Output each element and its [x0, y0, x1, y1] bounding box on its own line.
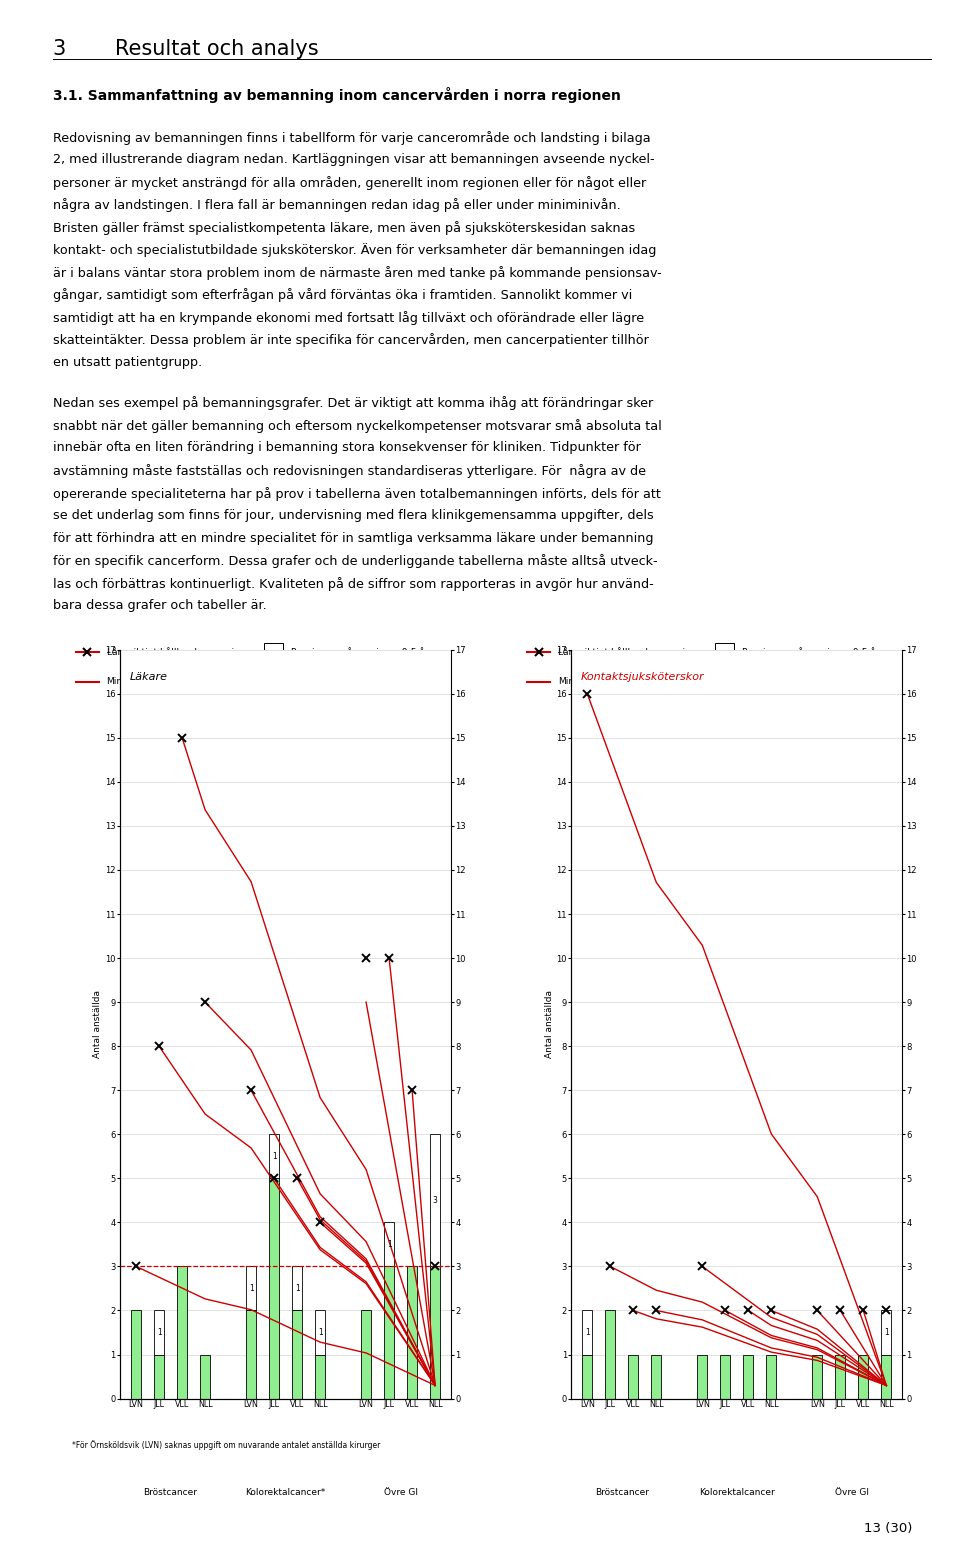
- Text: 3: 3: [433, 1197, 438, 1204]
- Text: kontakt- och specialistutbildade sjuksköterskor. Även för verksamheter där beman: kontakt- och specialistutbildade sjukskö…: [53, 242, 657, 256]
- Text: Anställda efter pensionsavgångar: Anställda efter pensionsavgångar: [291, 676, 444, 687]
- Bar: [881, 1355, 892, 1399]
- Bar: [766, 1355, 777, 1399]
- FancyBboxPatch shape: [715, 643, 734, 660]
- Text: Kolorektalcancer: Kolorektalcancer: [699, 1489, 775, 1498]
- Bar: [582, 1310, 592, 1355]
- Text: Långsiktigt hållbar bemanning: Långsiktigt hållbar bemanning: [558, 646, 696, 657]
- Bar: [430, 1267, 441, 1399]
- Text: las och förbättras kontinuerligt. Kvaliteten på de siffror som rapporteras in av: las och förbättras kontinuerligt. Kvalit…: [53, 577, 654, 591]
- Text: snabbt när det gäller bemanning och eftersom nyckelkompetenser motsvarar små abs: snabbt när det gäller bemanning och efte…: [53, 420, 661, 434]
- Text: innebär ofta en liten förändring i bemanning stora konsekvenser för kliniken. Ti: innebär ofta en liten förändring i beman…: [53, 441, 640, 454]
- Text: samtidigt att ha en krympande ekonomi med fortsatt låg tillväxt och oförändrade : samtidigt att ha en krympande ekonomi me…: [53, 311, 644, 325]
- Y-axis label: Antal anställda: Antal anställda: [93, 990, 103, 1058]
- Bar: [430, 1134, 441, 1267]
- FancyBboxPatch shape: [715, 673, 734, 690]
- Text: skatteintäkter. Dessa problem är inte specifika för cancervården, men cancerpati: skatteintäkter. Dessa problem är inte sp…: [53, 333, 649, 347]
- Bar: [881, 1310, 892, 1355]
- Bar: [835, 1355, 846, 1399]
- Bar: [246, 1267, 256, 1310]
- Bar: [154, 1310, 164, 1355]
- Text: bara dessa grafer och tabeller är.: bara dessa grafer och tabeller är.: [53, 600, 267, 612]
- Text: Bristen gäller främst specialistkompetenta läkare, men även på sjuksköterskesida: Bristen gäller främst specialistkompeten…: [53, 221, 636, 235]
- Text: Minimiantal: Minimiantal: [558, 678, 611, 685]
- Text: Resultat och analys: Resultat och analys: [115, 39, 319, 59]
- Text: Långsiktigt hållbar bemanning: Långsiktigt hållbar bemanning: [107, 646, 245, 657]
- Text: Minimiantal: Minimiantal: [107, 678, 159, 685]
- Text: *För Örnsköldsvik (LVN) saknas uppgift om nuvarande antalet anställda kirurger: *För Örnsköldsvik (LVN) saknas uppgift o…: [72, 1441, 380, 1450]
- Bar: [628, 1355, 638, 1399]
- Bar: [246, 1310, 256, 1399]
- Text: Kontaktsjuksköterskor: Kontaktsjuksköterskor: [581, 673, 705, 682]
- Bar: [582, 1355, 592, 1399]
- Bar: [651, 1355, 661, 1399]
- Text: 1: 1: [318, 1329, 323, 1336]
- Text: se det underlag som finns för jour, undervisning med flera klinikgemensamma uppg: se det underlag som finns för jour, unde…: [53, 510, 654, 522]
- Bar: [177, 1267, 187, 1399]
- Text: 1: 1: [387, 1240, 392, 1249]
- Y-axis label: Antal anställda: Antal anställda: [544, 990, 554, 1058]
- Text: Pensionsavgångar inom 0-5 år: Pensionsavgångar inom 0-5 år: [291, 646, 428, 657]
- Text: 1: 1: [272, 1152, 276, 1161]
- Text: 1: 1: [295, 1284, 300, 1293]
- Text: 3.1. Sammanfattning av bemanning inom cancervården i norra regionen: 3.1. Sammanfattning av bemanning inom ca…: [53, 87, 621, 103]
- Text: 1: 1: [585, 1329, 589, 1336]
- Bar: [605, 1310, 615, 1399]
- Text: Övre GI: Övre GI: [835, 1489, 869, 1498]
- Text: Bröstcancer: Bröstcancer: [595, 1489, 649, 1498]
- Text: Nedan ses exempel på bemanningsgrafer. Det är viktigt att komma ihåg att förändr: Nedan ses exempel på bemanningsgrafer. D…: [53, 396, 653, 410]
- Text: 2, med illustrerande diagram nedan. Kartläggningen visar att bemanningen avseend: 2, med illustrerande diagram nedan. Kart…: [53, 154, 655, 166]
- Text: Redovisning av bemanningen finns i tabellform för varje cancerområde och landsti: Redovisning av bemanningen finns i tabel…: [53, 131, 651, 145]
- Bar: [858, 1355, 869, 1399]
- Text: 1: 1: [156, 1329, 161, 1336]
- Text: Bröstcancer: Bröstcancer: [144, 1489, 198, 1498]
- Bar: [812, 1355, 823, 1399]
- Bar: [269, 1134, 279, 1178]
- Text: 1: 1: [884, 1329, 889, 1336]
- Bar: [407, 1267, 418, 1399]
- Bar: [315, 1310, 325, 1355]
- Text: Läkare: Läkare: [130, 673, 168, 682]
- Text: några av landstingen. I flera fall är bemanningen redan idag på eller under mini: några av landstingen. I flera fall är be…: [53, 199, 620, 211]
- Bar: [361, 1310, 372, 1399]
- Bar: [131, 1310, 141, 1399]
- Text: 13 (30): 13 (30): [864, 1523, 912, 1535]
- Bar: [200, 1355, 210, 1399]
- Text: avstämning måste fastställas och redovisningen standardiseras ytterligare. För  : avstämning måste fastställas och redovis…: [53, 465, 646, 479]
- Text: för att förhindra att en mindre specialitet för in samtliga verksamma läkare und: för att förhindra att en mindre speciali…: [53, 531, 654, 544]
- Text: personer är mycket ansträngd för alla områden, generellt inom regionen eller för: personer är mycket ansträngd för alla om…: [53, 176, 646, 190]
- Text: är i balans väntar stora problem inom de närmaste åren med tanke på kommande pen: är i balans väntar stora problem inom de…: [53, 266, 661, 280]
- Bar: [154, 1355, 164, 1399]
- Bar: [743, 1355, 754, 1399]
- Text: 1: 1: [249, 1284, 253, 1293]
- FancyBboxPatch shape: [264, 643, 283, 660]
- Bar: [269, 1178, 279, 1399]
- Bar: [384, 1223, 395, 1267]
- Bar: [697, 1355, 708, 1399]
- Text: gångar, samtidigt som efterfrågan på vård förväntas öka i framtiden. Sannolikt k: gångar, samtidigt som efterfrågan på vår…: [53, 287, 632, 301]
- Bar: [384, 1267, 395, 1399]
- Text: Övre GI: Övre GI: [384, 1489, 418, 1498]
- Bar: [315, 1355, 325, 1399]
- Text: Pensionsavgångar inom 0-5 år: Pensionsavgångar inom 0-5 år: [742, 646, 879, 657]
- Text: opererande specialiteterna har på prov i tabellerna även totalbemanningen infört: opererande specialiteterna har på prov i…: [53, 486, 660, 500]
- FancyBboxPatch shape: [264, 673, 283, 690]
- Text: Anställda efter pensionsavgångar: Anställda efter pensionsavgångar: [742, 676, 895, 687]
- Bar: [292, 1267, 302, 1310]
- Text: en utsatt patientgrupp.: en utsatt patientgrupp.: [53, 356, 202, 368]
- Bar: [292, 1310, 302, 1399]
- Text: för en specifik cancerform. Dessa grafer och de underliggande tabellerna måste a: för en specifik cancerform. Dessa grafer…: [53, 555, 658, 569]
- Text: 3: 3: [53, 39, 66, 59]
- Text: Kolorektalcancer*: Kolorektalcancer*: [246, 1489, 325, 1498]
- Bar: [720, 1355, 731, 1399]
